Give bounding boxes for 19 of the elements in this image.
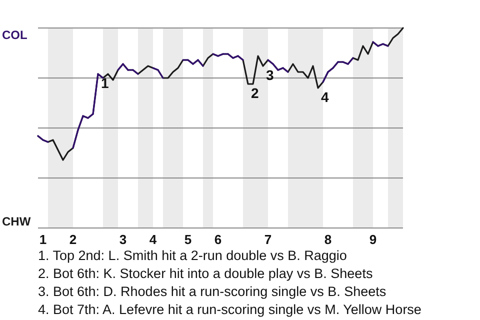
text: CHW	[2, 214, 32, 229]
text: 2. Bot 6th: K. Stocker hit into a double play vs B. Sheets	[38, 266, 373, 281]
text: 4. Bot 7th: A. Lefevre hit a run-scoring single vs M. Yellow Horse	[38, 302, 422, 317]
text: 1. Top 2nd: L. Smith hit a 2-run double vs B. Raggio	[38, 248, 347, 263]
annotation: 2	[251, 85, 259, 101]
x-tick-label: 8	[324, 232, 332, 247]
x-tick-label: 6	[214, 232, 222, 247]
x-tick-label: 1	[39, 232, 47, 247]
x-tick-label: 3	[119, 232, 127, 247]
x-tick-label: 9	[369, 232, 377, 247]
x-tick-label: 2	[69, 232, 77, 247]
text: 3. Bot 6th: D. Rhodes hit a run-scoring single vs B. Sheets	[38, 284, 386, 299]
text: COL	[2, 28, 28, 42]
annotation: 4	[321, 89, 329, 105]
x-tick-label: 7	[264, 232, 272, 247]
annotation: 1	[101, 75, 109, 91]
x-tick-label: 4	[149, 232, 158, 247]
x-tick-label: 5	[184, 232, 192, 247]
annotation: 3	[266, 67, 274, 83]
